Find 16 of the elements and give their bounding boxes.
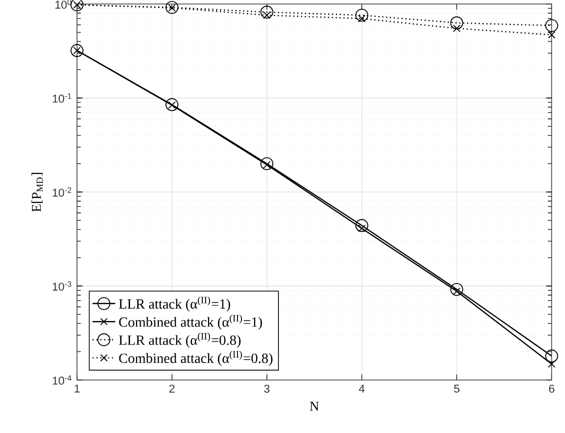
- legend-label: Combined attack (α$^{(II)}$=1): [119, 314, 262, 330]
- y-tick-label: 10$^{-1}$: [52, 93, 72, 103]
- legend-label: LLR attack (α$^{(II)}$=1): [118, 296, 230, 312]
- y-tick-label: 10$^{-2}$: [52, 187, 72, 197]
- x-tick-label: 4: [358, 384, 365, 393]
- x-tick-label: 6: [549, 384, 554, 393]
- legend-label: Combined attack (α$^{(II)}$=0.8): [119, 350, 272, 366]
- y-tick-label: 10$^{-4}$: [52, 375, 72, 385]
- x-tick-label: 3: [264, 384, 270, 393]
- x-tick-label: 2: [169, 384, 175, 393]
- x-tick-label: 1: [74, 384, 80, 393]
- x-tick-label: 5: [454, 384, 460, 393]
- legend-label: LLR attack (α$^{(II)}$=0.8): [118, 332, 241, 348]
- x-axis-title: N: [310, 402, 319, 411]
- y-tick-label: 10$^{-3}$: [52, 281, 72, 291]
- y-axis-title: E[P$_{MD}$]: [32, 172, 43, 212]
